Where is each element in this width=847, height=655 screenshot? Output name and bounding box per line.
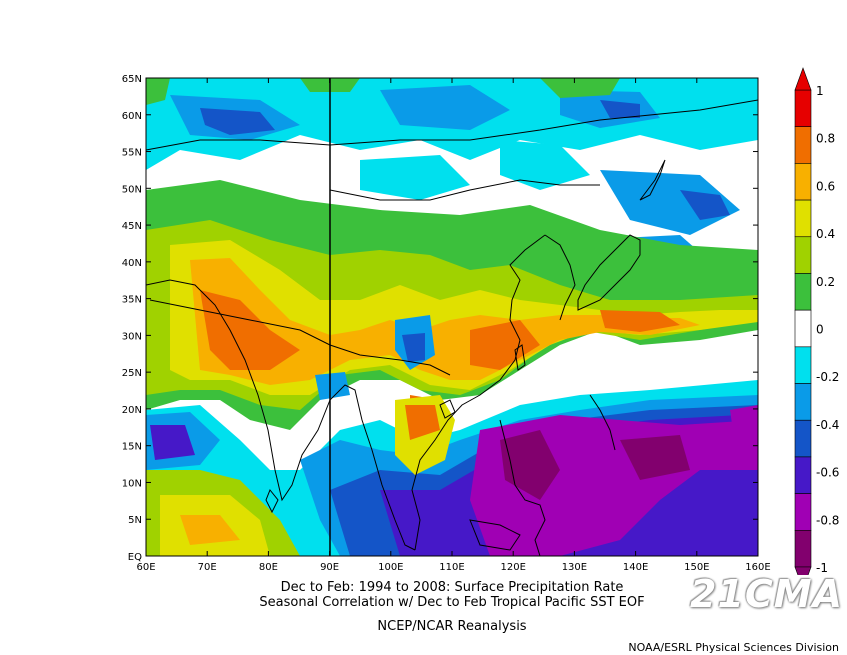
colorbar-segment: [794, 273, 812, 311]
lat-tick-label: 35N: [122, 295, 142, 306]
lon-tick-label: 70E: [198, 562, 217, 573]
lat-tick-label: 55N: [122, 148, 142, 159]
lat-tick-label: 50N: [122, 184, 142, 195]
lon-tick-label: 160E: [745, 562, 770, 573]
lon-tick-label: 140E: [623, 562, 648, 573]
lon-tick-label: 100E: [378, 562, 403, 573]
latitude-axis: EQ 5N 10N 15N 20N 25N 30N 35N 40N 45N 50N 55N 60N 65N: [122, 74, 758, 563]
longitude-axis: 60E 70E 80E 90E 100E 110E 120E 130E 140E 150E 160E: [136, 78, 771, 573]
colorbar-segment: [794, 493, 812, 531]
lon-tick-label: 80E: [259, 562, 278, 573]
colorbar-segment: [794, 383, 812, 421]
colorbar-label: 0.8: [816, 132, 835, 146]
colorbar-label: -0.2: [816, 370, 839, 384]
colorbar-segment: [794, 199, 812, 238]
map-plot: 60E 70E 80E 90E 100E 110E 120E 130E 140E 150E 160E…: [122, 67, 839, 575]
caption-title: Dec to Feb: 1994 to 2008: Surface Precip…: [280, 580, 624, 595]
lat-tick-label: 65N: [122, 74, 142, 85]
colorbar-label: -0.6: [816, 466, 839, 480]
colorbar-segment: [794, 530, 812, 568]
colorbar: 1 0.8 0.6 0.4 0.2 0 -0.2 -0.4 -0.6 -0.8 -1: [794, 67, 839, 575]
watermark-logo: 21CMA: [690, 572, 843, 616]
colorbar-label: -0.4: [816, 418, 839, 432]
colorbar-segment: [794, 346, 812, 384]
colorbar-segment: [794, 163, 812, 201]
lon-tick-label: 60E: [136, 562, 155, 573]
colorbar-label: 0.4: [816, 227, 835, 241]
lat-tick-label: 30N: [122, 331, 142, 342]
colorbar-label: 0: [816, 323, 824, 337]
colorbar-label: 1: [816, 84, 824, 98]
lon-tick-label: 110E: [439, 562, 464, 573]
lat-tick-label: 15N: [122, 442, 142, 453]
caption-subtitle: Seasonal Correlation w/ Dec to Feb Tropi…: [259, 595, 645, 610]
lat-tick-label: 40N: [122, 258, 142, 269]
colorbar-segment: [794, 309, 812, 348]
lat-tick-label: 60N: [122, 111, 142, 122]
lon-tick-label: 150E: [684, 562, 709, 573]
colorbar-label: -1: [816, 561, 828, 575]
lon-tick-label: 130E: [562, 562, 587, 573]
lat-tick-label: 10N: [122, 478, 142, 489]
lat-tick-label: 45N: [122, 221, 142, 232]
colorbar-bottom-arrow: [794, 566, 812, 575]
colorbar-segment: [794, 419, 812, 458]
lat-tick-label: 25N: [122, 368, 142, 379]
colorbar-segment: [794, 126, 812, 164]
caption-source: NCEP/NCAR Reanalysis: [377, 619, 527, 634]
correlation-field: [146, 78, 758, 556]
lat-tick-label: EQ: [128, 552, 142, 563]
lat-tick-label: 5N: [128, 515, 142, 526]
lat-tick-label: 20N: [122, 405, 142, 416]
lon-tick-label: 120E: [500, 562, 525, 573]
colorbar-segment: [794, 236, 812, 274]
colorbar-label: 0.2: [816, 275, 835, 289]
credit-text: NOAA/ESRL Physical Sciences Division: [628, 641, 839, 654]
colorbar-segment: [794, 456, 812, 494]
colorbar-segment: [794, 89, 812, 127]
colorbar-label: 0.6: [816, 179, 835, 193]
colorbar-label: -0.8: [816, 513, 839, 527]
lon-tick-label: 90E: [320, 562, 339, 573]
colorbar-top-arrow: [794, 67, 812, 91]
